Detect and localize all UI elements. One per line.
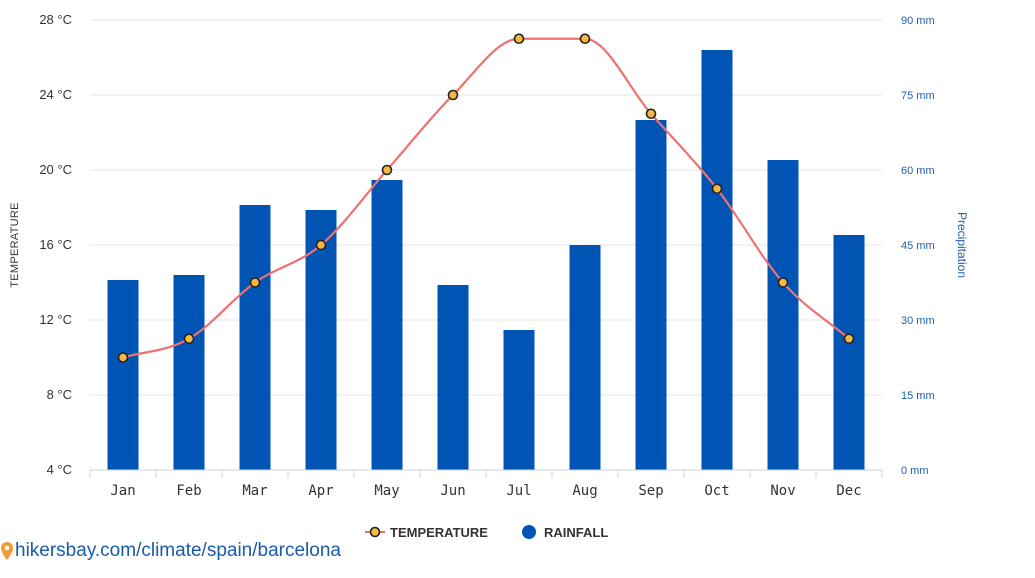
rainfall-bar bbox=[833, 235, 865, 470]
rainfall-bar bbox=[767, 160, 799, 470]
rainfall-bar bbox=[503, 330, 535, 470]
temperature-point bbox=[249, 277, 261, 288]
rainfall-bar bbox=[437, 285, 469, 470]
rainfall-bar bbox=[107, 280, 139, 470]
temperature-point bbox=[843, 333, 855, 345]
legend[interactable]: TEMPERATURE RAINFALL bbox=[365, 525, 608, 540]
y-tick-label-left: 16 °C bbox=[39, 237, 72, 252]
temperature-point bbox=[117, 352, 129, 363]
y-tick-label-right: 45 mm bbox=[901, 240, 935, 252]
x-tick-label: Nov bbox=[770, 483, 795, 499]
x-tick-label: Jun bbox=[440, 483, 465, 499]
legend-rainfall-label: RAINFALL bbox=[544, 525, 608, 540]
temperature-curve bbox=[122, 37, 850, 359]
x-tick-label: Jan bbox=[110, 483, 135, 499]
x-tick-label: Mar bbox=[242, 483, 267, 499]
y-tick-label-left: 4 °C bbox=[47, 462, 72, 477]
y-tick-label-right: 90 mm bbox=[901, 15, 935, 27]
x-tick-label: May bbox=[374, 483, 399, 499]
x-tick-label: Aug bbox=[572, 483, 597, 499]
rainfall-bar bbox=[371, 180, 403, 470]
y-axis-title-left: TEMPERATURE bbox=[9, 202, 21, 288]
grid-lines bbox=[90, 19, 882, 396]
y-tick-label-left: 28 °C bbox=[39, 12, 72, 27]
source-credit[interactable]: hikersbay.com/climate/spain/barcelona bbox=[0, 540, 341, 562]
y-axis-left: 4 °C 8 °C 12 °C 16 °C 20 °C 24 °C 28 °C bbox=[39, 12, 72, 477]
credit-link[interactable]: hikersbay.com/climate/spain/barcelona bbox=[15, 540, 341, 561]
map-pin-icon bbox=[1, 542, 13, 560]
y-tick-label-right: 0 mm bbox=[901, 465, 929, 477]
x-tick-label: Feb bbox=[176, 483, 201, 499]
y-tick-label-right: 60 mm bbox=[901, 165, 935, 177]
rainfall-bar bbox=[239, 205, 271, 470]
rainfall-bar bbox=[173, 275, 205, 470]
rainfall-bar bbox=[569, 245, 601, 470]
y-tick-label-left: 20 °C bbox=[39, 162, 72, 177]
legend-rainfall-marker bbox=[522, 525, 536, 539]
rainfall-bar bbox=[701, 50, 733, 470]
y-tick-label-right: 15 mm bbox=[901, 390, 935, 402]
temperature-point bbox=[381, 164, 393, 176]
temperature-point bbox=[183, 333, 195, 345]
y-axis-title-right: Precipitation bbox=[955, 212, 969, 278]
temperature-point bbox=[579, 33, 591, 45]
temperature-point bbox=[777, 277, 789, 288]
x-tick-label: Dec bbox=[836, 483, 861, 499]
rainfall-bars bbox=[107, 50, 865, 470]
y-tick-label-left: 24 °C bbox=[39, 87, 72, 102]
y-tick-label-right: 75 mm bbox=[901, 90, 935, 102]
y-axis-right: 0 mm 15 mm 30 mm 45 mm 60 mm 75 mm 90 mm bbox=[901, 15, 935, 477]
legend-temperature-label: TEMPERATURE bbox=[390, 525, 488, 540]
y-tick-label-right: 30 mm bbox=[901, 315, 935, 327]
y-tick-label-left: 8 °C bbox=[47, 387, 72, 402]
x-axis: Jan Feb Mar Apr May Jun Jul Aug Sep Oct Nov Dec bbox=[89, 469, 883, 499]
legend-temperature-marker bbox=[369, 526, 381, 538]
x-tick-label: Apr bbox=[308, 483, 333, 499]
temperature-point bbox=[711, 183, 723, 195]
axis-titles: TEMPERATURE Precipitation bbox=[9, 202, 969, 288]
y-tick-label-left: 12 °C bbox=[39, 312, 72, 327]
x-tick-label: Jul bbox=[506, 483, 531, 499]
temperature-line bbox=[117, 33, 855, 363]
rainfall-bar bbox=[635, 120, 667, 470]
temperature-point bbox=[447, 89, 459, 101]
x-tick-label: Sep bbox=[638, 483, 663, 499]
temperature-point bbox=[315, 239, 327, 251]
temperature-point bbox=[513, 33, 525, 45]
temperature-point bbox=[645, 108, 657, 120]
x-tick-label: Oct bbox=[704, 483, 729, 499]
